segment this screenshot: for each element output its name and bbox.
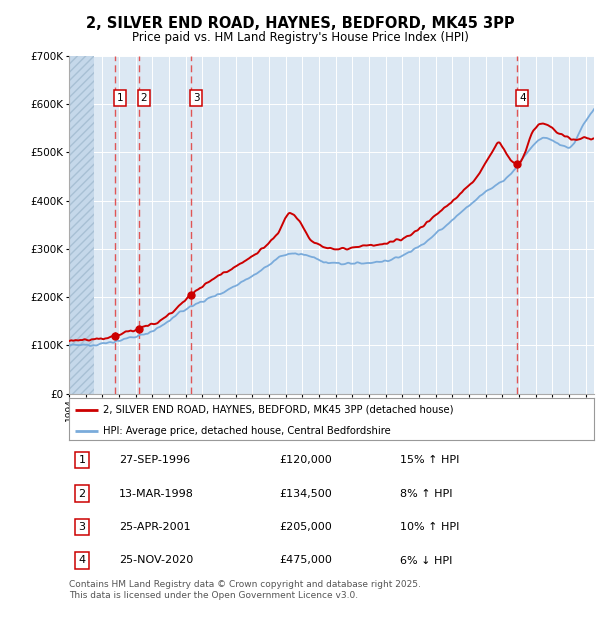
- Text: £120,000: £120,000: [279, 455, 332, 465]
- Text: HPI: Average price, detached house, Central Bedfordshire: HPI: Average price, detached house, Cent…: [103, 426, 391, 436]
- Text: 1: 1: [79, 455, 86, 465]
- Text: 3: 3: [79, 522, 86, 532]
- Text: Price paid vs. HM Land Registry's House Price Index (HPI): Price paid vs. HM Land Registry's House …: [131, 31, 469, 44]
- Text: 1: 1: [116, 93, 123, 103]
- Text: £475,000: £475,000: [279, 556, 332, 565]
- Text: 15% ↑ HPI: 15% ↑ HPI: [400, 455, 459, 465]
- Text: 4: 4: [519, 93, 526, 103]
- Text: 2: 2: [79, 489, 86, 498]
- Text: 25-NOV-2020: 25-NOV-2020: [119, 556, 193, 565]
- Text: 4: 4: [79, 556, 86, 565]
- Text: 13-MAR-1998: 13-MAR-1998: [119, 489, 194, 498]
- Text: 3: 3: [193, 93, 199, 103]
- Text: £134,500: £134,500: [279, 489, 332, 498]
- Text: Contains HM Land Registry data © Crown copyright and database right 2025.
This d: Contains HM Land Registry data © Crown c…: [69, 580, 421, 600]
- Text: 27-SEP-1996: 27-SEP-1996: [119, 455, 190, 465]
- Text: 6% ↓ HPI: 6% ↓ HPI: [400, 556, 452, 565]
- Text: 10% ↑ HPI: 10% ↑ HPI: [400, 522, 459, 532]
- Text: £205,000: £205,000: [279, 522, 332, 532]
- Text: 8% ↑ HPI: 8% ↑ HPI: [400, 489, 452, 498]
- Bar: [69, 56, 94, 394]
- Text: 2: 2: [140, 93, 147, 103]
- Text: 25-APR-2001: 25-APR-2001: [119, 522, 191, 532]
- Text: 2, SILVER END ROAD, HAYNES, BEDFORD, MK45 3PP (detached house): 2, SILVER END ROAD, HAYNES, BEDFORD, MK4…: [103, 405, 454, 415]
- Text: 2, SILVER END ROAD, HAYNES, BEDFORD, MK45 3PP: 2, SILVER END ROAD, HAYNES, BEDFORD, MK4…: [86, 16, 514, 30]
